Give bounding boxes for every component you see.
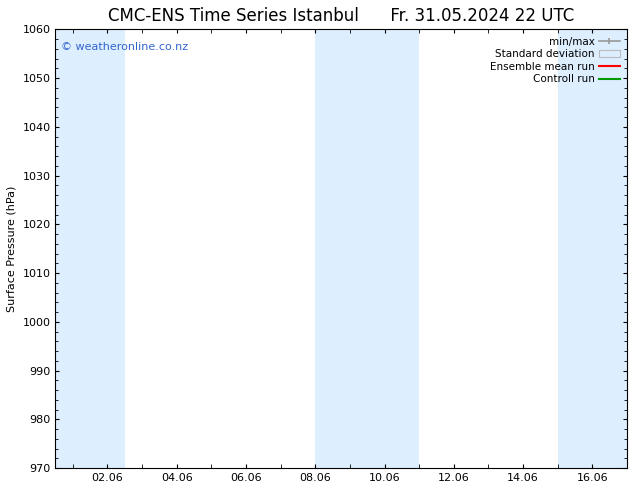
Y-axis label: Surface Pressure (hPa): Surface Pressure (hPa) bbox=[7, 186, 17, 312]
Bar bbox=[56, 29, 90, 468]
Bar bbox=[592, 29, 627, 468]
Text: © weatheronline.co.nz: © weatheronline.co.nz bbox=[61, 43, 188, 52]
Title: CMC-ENS Time Series Istanbul      Fr. 31.05.2024 22 UTC: CMC-ENS Time Series Istanbul Fr. 31.05.2… bbox=[108, 7, 574, 25]
Bar bbox=[315, 29, 350, 468]
Bar bbox=[350, 29, 419, 468]
Bar bbox=[90, 29, 125, 468]
Legend: min/max, Standard deviation, Ensemble mean run, Controll run: min/max, Standard deviation, Ensemble me… bbox=[488, 34, 622, 86]
Bar bbox=[558, 29, 592, 468]
